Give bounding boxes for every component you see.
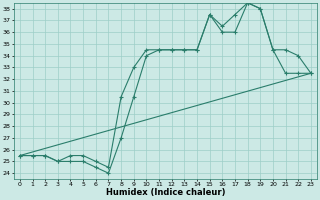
- X-axis label: Humidex (Indice chaleur): Humidex (Indice chaleur): [106, 188, 225, 197]
